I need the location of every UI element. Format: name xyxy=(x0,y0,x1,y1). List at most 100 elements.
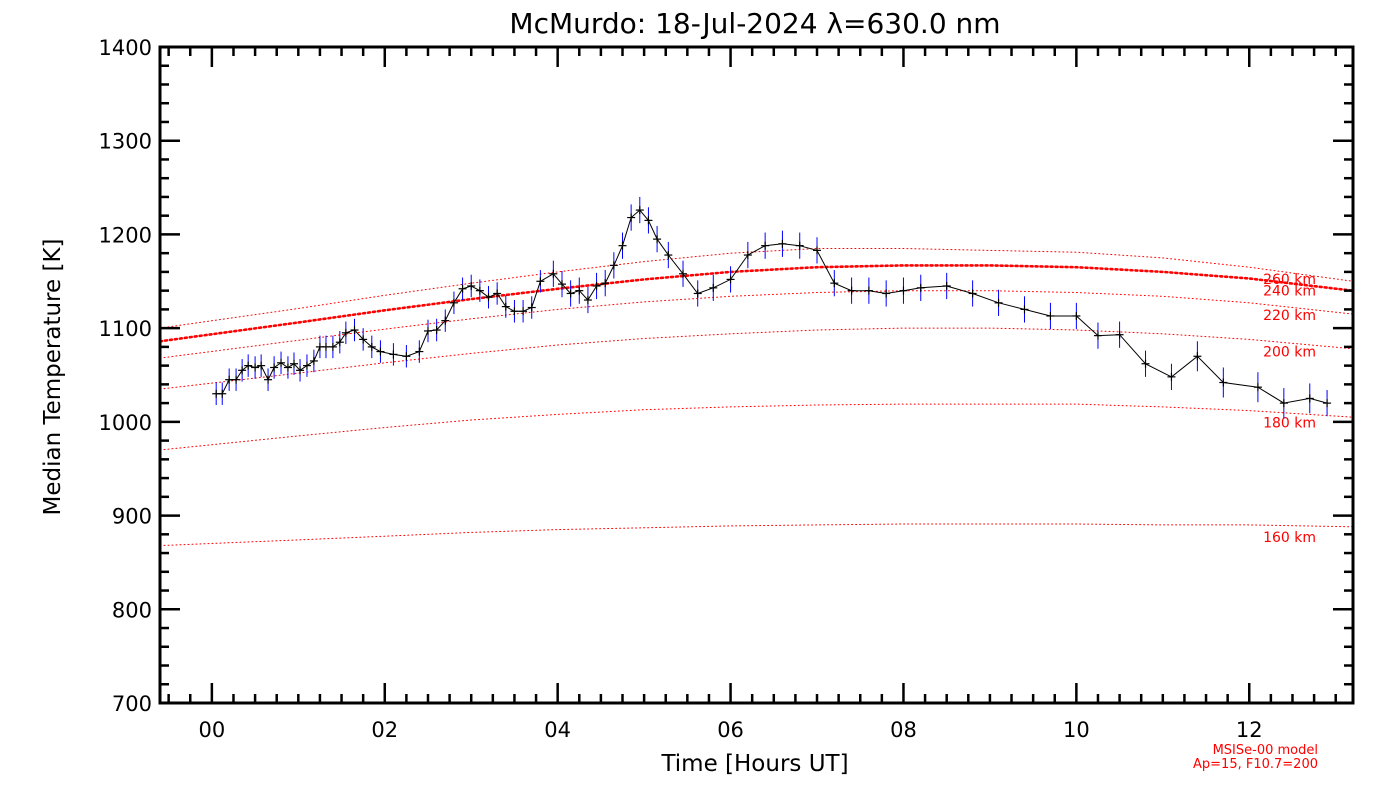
y-tick-label: 700 xyxy=(112,692,152,716)
data-point xyxy=(302,361,311,370)
data-point xyxy=(232,375,241,384)
data-point xyxy=(864,286,873,295)
data-point xyxy=(916,283,925,292)
data-point xyxy=(501,302,510,311)
data-point xyxy=(1020,305,1029,314)
y-tick-label: 1200 xyxy=(99,223,152,247)
data-point xyxy=(1323,399,1332,408)
data-point xyxy=(899,286,908,295)
x-tick-label: 04 xyxy=(544,718,571,742)
data-point xyxy=(1253,383,1262,392)
data-point xyxy=(238,366,247,375)
x-tick-label: 06 xyxy=(717,718,744,742)
data-point xyxy=(367,342,376,351)
data-point xyxy=(389,350,398,359)
x-tick-label: 02 xyxy=(371,718,398,742)
data-series xyxy=(212,196,1332,419)
chart-title: McMurdo: 18-Jul-2024 λ=630.0 nm xyxy=(509,7,1000,40)
data-point xyxy=(1115,330,1124,339)
plot-frame xyxy=(158,45,1355,705)
data-point xyxy=(1141,359,1150,368)
y-axis-label: Median Temperature [K] xyxy=(40,239,66,516)
data-point xyxy=(726,275,735,284)
data-point xyxy=(1279,399,1288,408)
data-point xyxy=(592,281,601,290)
data-point xyxy=(761,241,770,250)
data-point xyxy=(994,298,1003,307)
model-curve-180-km xyxy=(159,403,1354,451)
data-point xyxy=(376,347,385,356)
data-point xyxy=(415,347,424,356)
model-curve-240-km xyxy=(158,264,1355,343)
data-point xyxy=(432,326,441,335)
data-point xyxy=(664,251,673,260)
data-point xyxy=(244,361,253,370)
data-point xyxy=(635,206,644,215)
x-tick-label: 08 xyxy=(890,718,917,742)
data-point xyxy=(709,283,718,292)
y-tick-label: 900 xyxy=(112,505,152,529)
y-tick-label: 1400 xyxy=(99,36,152,60)
data-point xyxy=(583,296,592,305)
data-point xyxy=(441,316,450,325)
data-point xyxy=(335,338,344,347)
data-point xyxy=(1219,378,1228,387)
data-point xyxy=(1046,311,1055,320)
axes xyxy=(158,45,1355,705)
data-point xyxy=(557,280,566,289)
data-point xyxy=(813,246,822,255)
data-point xyxy=(601,279,610,288)
data-point xyxy=(1072,311,1081,320)
x-tick-label: 10 xyxy=(1063,718,1090,742)
data-point xyxy=(283,363,292,372)
data-point xyxy=(484,293,493,302)
y-tick-label: 1000 xyxy=(99,411,152,435)
data-point xyxy=(942,281,951,290)
data-point xyxy=(549,269,558,278)
x-axis-label: Time [Hours UT] xyxy=(660,751,848,777)
data-point xyxy=(475,286,484,295)
data-point xyxy=(350,326,359,335)
data-point xyxy=(467,281,476,290)
data-point xyxy=(264,375,273,384)
data-point xyxy=(968,289,977,298)
data-point xyxy=(882,289,891,298)
model-params-note: Ap=15, F10.7=200 xyxy=(1193,757,1318,772)
data-point xyxy=(778,239,787,248)
data-point xyxy=(341,328,350,337)
data-point xyxy=(251,363,260,372)
x-tick-label: 12 xyxy=(1236,718,1263,742)
model-curve-160-km xyxy=(159,523,1354,547)
data-point xyxy=(653,235,662,244)
data-point xyxy=(321,342,330,351)
data-point xyxy=(644,216,653,225)
data-point xyxy=(296,366,305,375)
data-point xyxy=(575,286,584,295)
model-label-260-km: 260 km xyxy=(1263,272,1316,288)
data-point xyxy=(328,342,337,351)
data-point xyxy=(519,307,528,316)
data-point xyxy=(609,261,618,270)
model-curve-220-km xyxy=(159,290,1354,359)
data-point xyxy=(743,251,752,260)
data-point xyxy=(527,303,536,312)
data-point xyxy=(289,359,298,368)
data-point xyxy=(627,213,636,222)
y-tick-label: 1100 xyxy=(99,317,152,341)
data-point xyxy=(679,269,688,278)
data-point xyxy=(449,298,458,307)
data-point xyxy=(566,289,575,298)
data-point xyxy=(1167,372,1176,381)
model-label-220-km: 220 km xyxy=(1263,308,1316,324)
data-point xyxy=(423,326,432,335)
model-note: MSISe-00 model xyxy=(1213,743,1318,758)
tick-labels: 00 02 04 06 08 10 12 700 800 900 1000 1100 1200 1300 1… xyxy=(99,36,1263,742)
data-point xyxy=(458,284,467,293)
data-point xyxy=(359,335,368,344)
y-tick-label: 800 xyxy=(112,598,152,622)
data-point xyxy=(795,241,804,250)
data-point xyxy=(257,361,266,370)
